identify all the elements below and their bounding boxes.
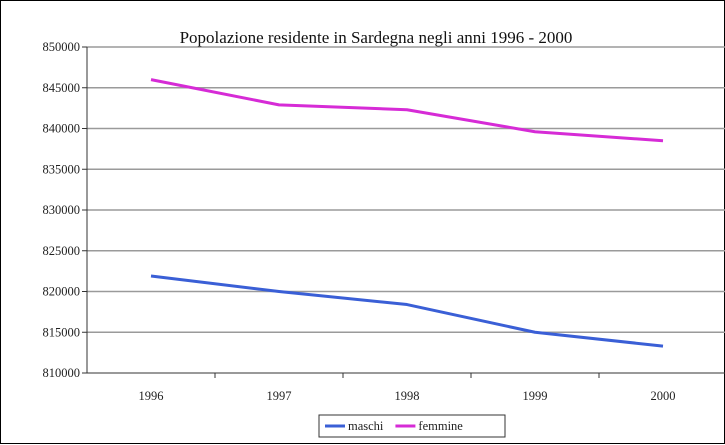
series-line-femmine bbox=[151, 80, 663, 141]
y-tick-label: 835000 bbox=[43, 162, 81, 176]
y-tick-label: 825000 bbox=[43, 244, 81, 258]
y-tick-labels: 810000 815000 820000 825000 830000 835000 8400… bbox=[43, 40, 81, 380]
chart-title: Popolazione residente in Sardegna negli … bbox=[180, 28, 573, 47]
series-line-maschi bbox=[151, 276, 663, 346]
x-tick-label: 1998 bbox=[395, 389, 420, 403]
y-tick-label: 850000 bbox=[43, 40, 81, 54]
x-tick-label: 1999 bbox=[523, 389, 548, 403]
gridlines bbox=[82, 47, 725, 373]
y-tick-label: 840000 bbox=[43, 122, 81, 136]
y-tick-label: 820000 bbox=[43, 285, 81, 299]
legend-label-maschi: maschi bbox=[348, 419, 384, 433]
series-lines bbox=[151, 80, 663, 347]
y-tick-label: 830000 bbox=[43, 203, 81, 217]
legend: maschi femmine bbox=[319, 415, 505, 437]
x-tick-labels: 1996 1997 1998 1999 2000 bbox=[139, 373, 725, 403]
legend-label-femmine: femmine bbox=[418, 419, 463, 433]
x-tick-label: 1996 bbox=[139, 389, 164, 403]
x-tick-label: 1997 bbox=[267, 389, 292, 403]
y-tick-label: 845000 bbox=[43, 81, 81, 95]
y-tick-label: 815000 bbox=[43, 325, 81, 339]
x-tick-label: 2000 bbox=[651, 389, 676, 403]
y-tick-label: 810000 bbox=[43, 366, 81, 380]
